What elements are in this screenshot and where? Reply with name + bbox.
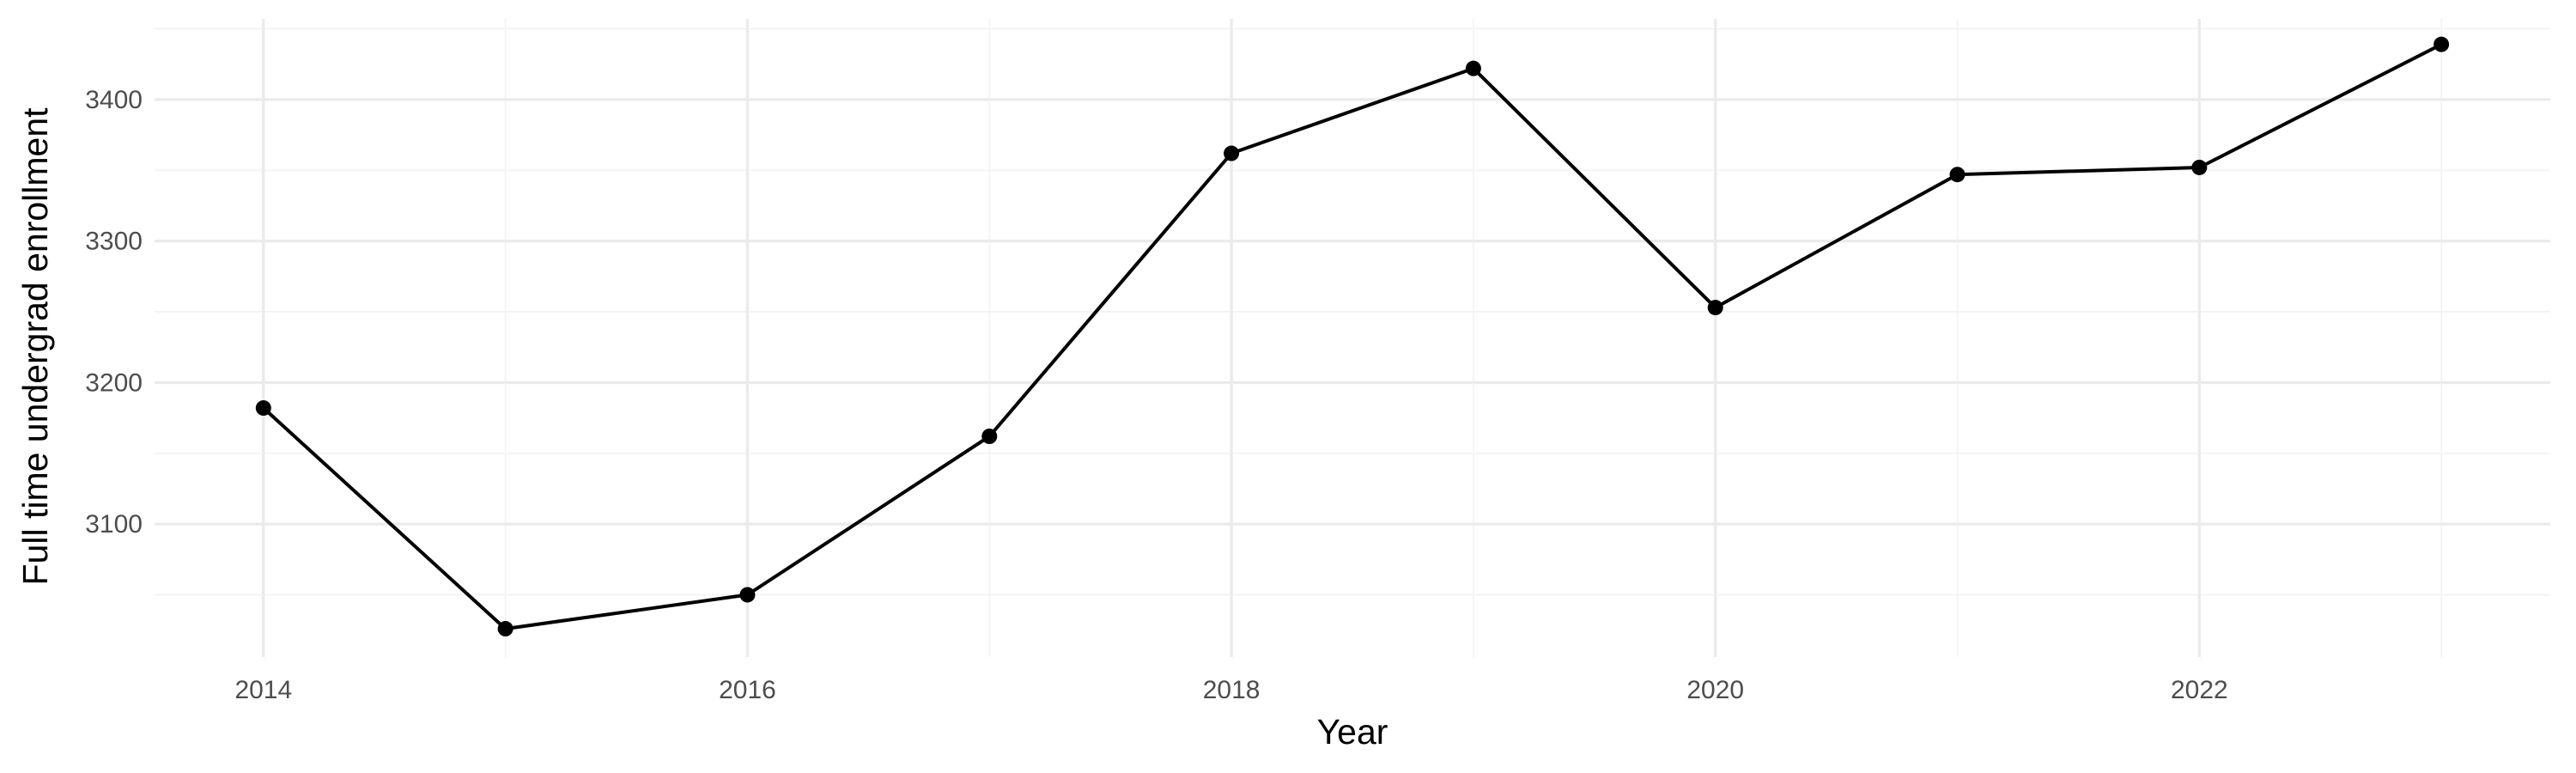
y-tick-label: 3400 (85, 86, 143, 114)
x-axis-title: Year (1317, 712, 1388, 752)
x-tick-label: 2016 (719, 676, 776, 704)
series-layer (262, 42, 2443, 631)
y-tick-label: 3100 (85, 510, 143, 539)
x-tick-label: 2022 (2171, 676, 2228, 704)
data-point-2021 (1949, 167, 1965, 183)
y-tick-label: 3200 (85, 368, 143, 397)
data-point-2019 (1465, 60, 1481, 76)
x-tick-label: 2018 (1203, 676, 1261, 704)
x-tick-label: 2014 (234, 676, 292, 704)
data-point-2018 (1224, 145, 1240, 161)
data-point-2014 (255, 400, 271, 417)
y-axis-title: Full time undergrad enrollment (15, 107, 55, 586)
series-line (262, 42, 2443, 631)
y-tick-label: 3300 (85, 228, 143, 256)
data-point-2017 (981, 428, 998, 444)
y-tick-labels: 3100 3200 3300 3400 (85, 86, 143, 539)
data-point-2016 (739, 587, 756, 603)
x-tick-label: 2020 (1686, 676, 1744, 704)
x-tick-labels: 2014 2016 2018 2020 2022 (234, 676, 2227, 704)
points-layer (255, 36, 2450, 637)
data-point-2023 (2433, 36, 2450, 52)
data-point-2022 (2191, 159, 2208, 175)
data-point-2020 (1707, 300, 1723, 316)
gridlines (155, 19, 2550, 657)
data-point-2015 (497, 621, 513, 637)
